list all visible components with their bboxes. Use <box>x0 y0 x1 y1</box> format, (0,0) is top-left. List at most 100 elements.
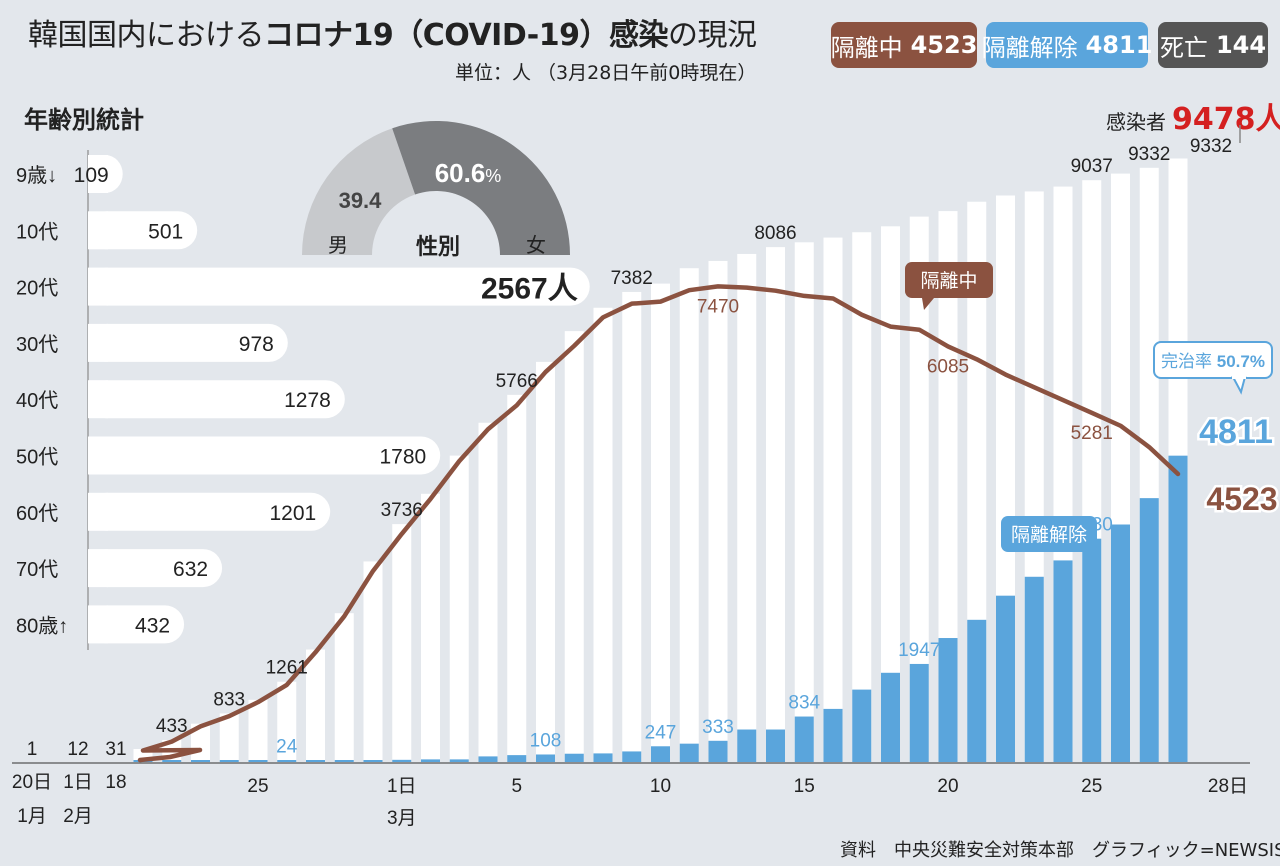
badge-isolating-label: 隔離中 <box>830 33 903 62</box>
age-bar-square-end <box>88 323 108 362</box>
total-bar <box>392 524 412 762</box>
age-bar-square-end <box>88 549 108 588</box>
badge-deaths-value: 144 <box>1215 31 1267 59</box>
total-bar <box>593 307 613 762</box>
isolating-labels: 7470 6085 5281 <box>697 296 1113 443</box>
total-bar <box>651 283 670 762</box>
gender-female-slice <box>392 120 570 256</box>
age-bar <box>88 211 198 250</box>
released-final-value: 4811 <box>1199 413 1273 451</box>
gender-male-pct: 39.4 <box>339 188 383 213</box>
early-value-label: 31 <box>105 739 126 760</box>
released-bar <box>507 755 527 762</box>
age-group-label: 9歳↓ <box>16 164 57 187</box>
total-bar <box>536 361 555 762</box>
age-bar-square-end <box>88 605 108 644</box>
released-bar <box>679 743 699 762</box>
age-bar-square-end <box>88 267 108 306</box>
released-bar <box>1053 560 1073 762</box>
released-value-label: 834 <box>788 693 820 714</box>
released-callout-box <box>1001 516 1097 552</box>
page-title: 韓国国内におけるコロナ19（COVID-19）感染の現況 <box>28 10 757 54</box>
age-bar <box>88 380 345 419</box>
released-bar <box>622 751 642 762</box>
recovery-callout-pointer <box>1231 376 1247 395</box>
released-bar <box>564 753 584 762</box>
age-group-label: 50代 <box>16 446 58 469</box>
released-bar <box>1139 498 1159 762</box>
released-bar <box>794 716 814 762</box>
source-credit: 資料 中央災難安全対策本部 グラフィック=NEWSIS <box>840 840 1280 861</box>
total-value-label: 9332 <box>1128 144 1170 165</box>
x-tick-label: 5 <box>511 776 522 797</box>
x-tick-sublabel: 3月 <box>387 808 417 829</box>
released-value-label: 247 <box>645 722 677 743</box>
total-bar <box>852 232 872 762</box>
released-value-label: 24 <box>276 736 298 757</box>
badge-isolating-value: 4523 <box>910 31 978 59</box>
age-group-value: 2567人 <box>481 273 578 306</box>
age-bar-square-end <box>88 436 108 475</box>
isolating-value-label: 7470 <box>697 296 739 317</box>
title-suffix: の現況 <box>668 18 757 53</box>
total-value-label: 1261 <box>266 658 308 679</box>
released-bar <box>967 619 987 762</box>
total-bar <box>622 291 642 762</box>
released-value-label: 1947 <box>898 640 940 661</box>
isolating-callout-box <box>905 262 993 298</box>
released-bar <box>449 759 469 762</box>
x-tick-sublabel: 2月 <box>63 806 93 827</box>
released-callout-label: 隔離解除 <box>1011 524 1087 546</box>
badge-released-value: 4811 <box>1085 31 1153 59</box>
released-bar <box>1111 524 1130 762</box>
total-bar <box>737 253 757 762</box>
age-group-label: 20代 <box>16 277 58 300</box>
x-tick-label: 10 <box>650 776 671 797</box>
released-bar <box>708 740 728 762</box>
released-bar <box>766 729 785 762</box>
released-bar <box>421 759 440 762</box>
x-tick-label: 28日 <box>1208 776 1248 797</box>
age-group-label: 10代 <box>16 220 58 243</box>
title-bold: コロナ19（COVID-19）感染 <box>264 18 669 53</box>
released-bar <box>478 756 498 762</box>
infected-total: 感染者 9478人 <box>1106 94 1280 138</box>
unit-note: 単位：人 （3月28日午前0時現在） <box>455 62 757 84</box>
total-bar <box>909 216 929 763</box>
early-value-label: 12 <box>67 739 88 760</box>
x-tick-label: 1日 <box>63 772 93 793</box>
total-bar <box>334 613 354 762</box>
total-bar <box>277 681 297 762</box>
x-tick-label: 18 <box>105 772 126 793</box>
age-group-label: 60代 <box>16 502 58 525</box>
age-group-value: 1278 <box>284 389 331 412</box>
released-bar <box>852 689 872 762</box>
age-bar <box>88 323 288 362</box>
age-bar-square-end <box>88 211 108 250</box>
infected-total-label: 感染者 <box>1106 110 1166 134</box>
total-value-label: 833 <box>213 689 245 710</box>
released-bar <box>881 672 900 762</box>
released-bar <box>392 759 412 762</box>
released-bar <box>248 760 268 762</box>
isolating-callout-label: 隔離中 <box>920 270 977 292</box>
age-group-value: 432 <box>135 614 170 637</box>
total-value-label: 433 <box>156 716 188 737</box>
total-bar <box>507 394 527 762</box>
total-bar <box>363 561 383 762</box>
early-value-label: 1 <box>27 739 38 760</box>
total-bar <box>306 649 325 762</box>
total-bar <box>248 699 268 762</box>
total-value-label: 5766 <box>496 371 538 392</box>
gender-male-label: 男 <box>328 235 348 257</box>
total-bar <box>219 713 239 762</box>
age-group-value: 1780 <box>379 446 426 469</box>
badge-released-label: 隔離解除 <box>981 33 1078 62</box>
total-value-label-pre-final: 9332 <box>1190 136 1232 157</box>
x-tick-sublabel: 1月 <box>17 806 47 827</box>
age-group-value: 109 <box>74 164 109 187</box>
total-bar <box>766 247 785 762</box>
released-bar <box>1082 538 1102 762</box>
released-bar <box>651 746 670 762</box>
